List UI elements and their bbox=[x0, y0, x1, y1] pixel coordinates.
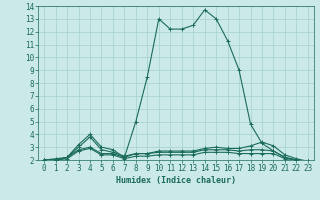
X-axis label: Humidex (Indice chaleur): Humidex (Indice chaleur) bbox=[116, 176, 236, 185]
